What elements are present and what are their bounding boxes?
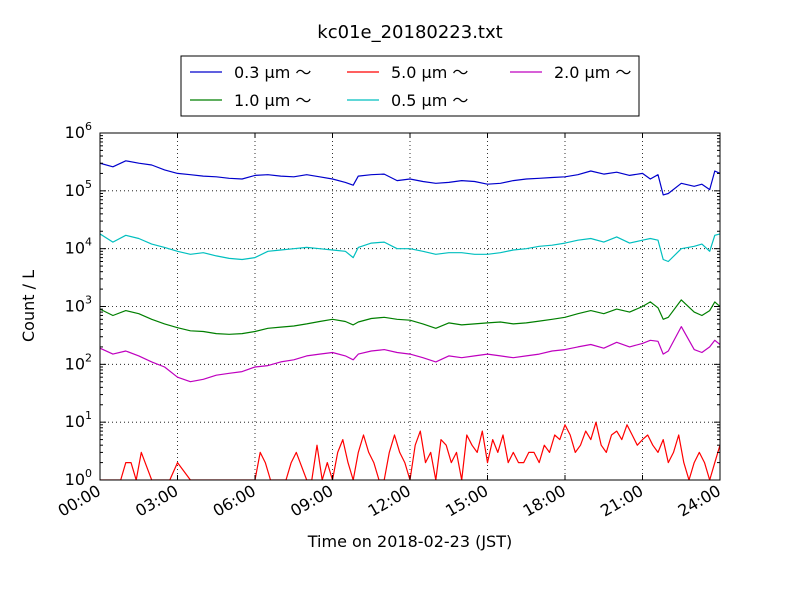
- legend-label-0: 0.3 μm ～: [234, 63, 311, 82]
- axis-ticks: [99, 132, 721, 481]
- chart-title: kc01e_20180223.txt: [317, 22, 502, 43]
- y-tick-label: 105: [65, 178, 92, 200]
- x-axis-label: Time on 2018-02-23 (JST): [307, 532, 512, 551]
- y-tick-label: 106: [65, 120, 92, 142]
- grid: [100, 133, 720, 480]
- series-line-0: [100, 160, 720, 196]
- legend-frame: [180, 55, 640, 117]
- series-line-4: [100, 421, 720, 480]
- y-tick-label: 100: [65, 467, 92, 489]
- y-axis-label: Count / L: [19, 270, 38, 342]
- y-tick-label: 103: [65, 294, 92, 316]
- legend-label-3: 2.0 μm ～: [554, 63, 631, 82]
- legend-label-4: 5.0 μm ～: [391, 63, 468, 82]
- series-line-1: [100, 233, 720, 263]
- y-tick-label: 101: [65, 409, 92, 431]
- y-tick-labels: 100 101 102 103 104 105 106: [65, 120, 92, 489]
- y-tick-label: 102: [65, 351, 92, 373]
- series-line-2: [100, 299, 720, 335]
- legend-label-2: 1.0 μm ～: [234, 91, 311, 110]
- legend-label-1: 0.5 μm ～: [391, 91, 468, 110]
- series-line-3: [100, 326, 720, 383]
- legend: 0.3 μm ～ 1.0 μm ～ 5.0 μm ～ 0.5 μm ～ 2.0 μm ～: [180, 55, 640, 117]
- y-tick-label: 104: [65, 236, 92, 258]
- series-lines: [100, 160, 720, 480]
